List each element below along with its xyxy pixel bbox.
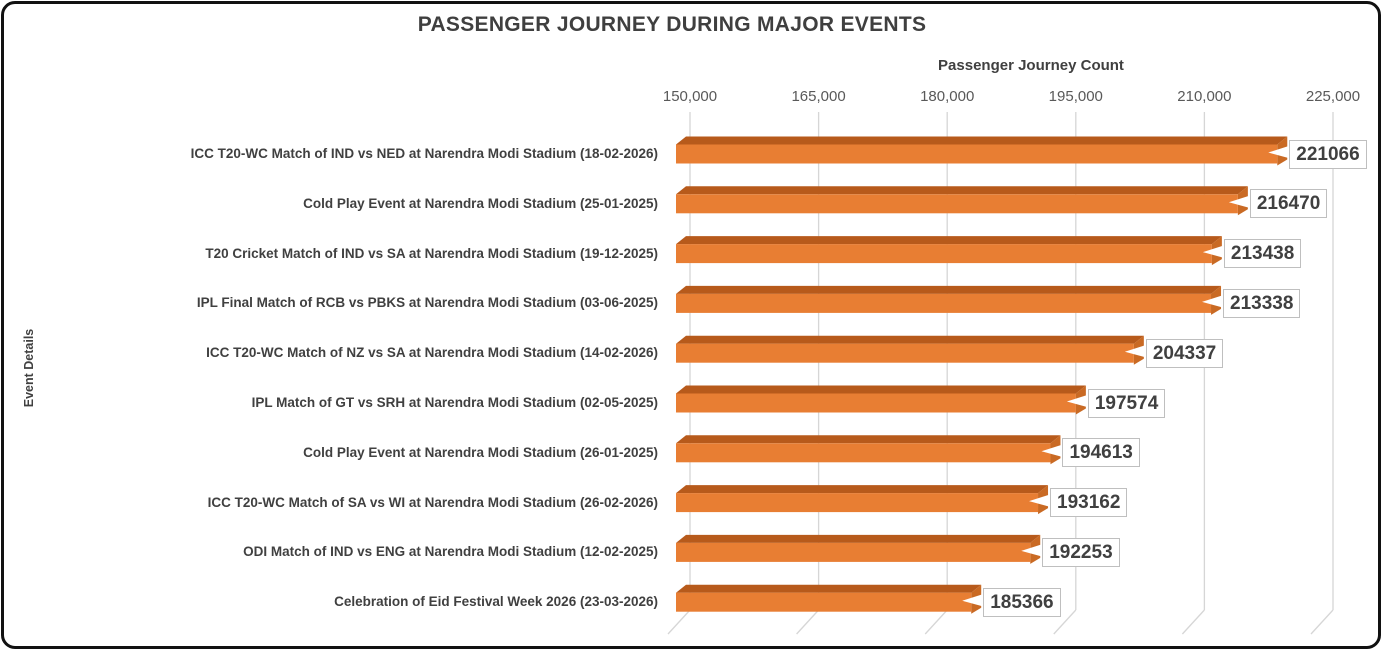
label-callout-wedge [1202, 245, 1225, 259]
value-label: 197574 [1087, 388, 1166, 418]
bar-front-face [676, 194, 1238, 214]
bar-top-face [676, 534, 1041, 543]
bar-front-face [676, 144, 1278, 164]
value-label: 185366 [983, 587, 1061, 617]
label-callout-wedge [1041, 444, 1064, 458]
bar [676, 584, 985, 614]
gridline-floor-foot [1053, 609, 1077, 635]
bar-top-face [676, 485, 1049, 494]
bar-front-face [676, 293, 1212, 313]
x-tick-label: 165,000 [791, 88, 846, 105]
category-label: Cold Play Event at Narendra Modi Stadium… [303, 444, 658, 460]
bar-front-face [676, 343, 1134, 363]
bar [676, 136, 1291, 166]
gridline-floor-foot [1310, 609, 1334, 635]
x-tick-label: 225,000 [1305, 88, 1361, 105]
bar-front-face [676, 244, 1212, 264]
category-label: IPL Match of GT vs SRH at Narendra Modi … [251, 395, 658, 410]
x-tick-label: 150,000 [662, 88, 718, 105]
bar-top-face [676, 435, 1061, 444]
value-label: 192253 [1042, 537, 1120, 567]
x-tick-label: 180,000 [920, 88, 975, 105]
bar [676, 385, 1089, 415]
bar [676, 285, 1225, 315]
category-label: Celebration of Eid Festival Week 2026 (2… [334, 594, 658, 610]
bar-front-face [676, 443, 1051, 463]
label-callout-wedge [1202, 294, 1225, 308]
value-label: 194613 [1062, 438, 1140, 468]
x-tick-label: 195,000 [1048, 88, 1103, 105]
bar [676, 534, 1044, 564]
bar-front-face [676, 393, 1076, 413]
label-callout-wedge [1124, 344, 1147, 358]
bar-top-face [676, 335, 1144, 344]
bar-front-face [676, 592, 972, 612]
category-label: IPL Final Match of RCB vs PBKS at Narend… [196, 295, 658, 311]
gridline-floor-foot [1181, 609, 1205, 635]
bar [676, 435, 1064, 465]
value-label: 213438 [1223, 239, 1302, 269]
bar-front-face [676, 542, 1031, 562]
value-label: 193162 [1050, 488, 1128, 518]
bar-top-face [676, 285, 1222, 294]
category-label: ODI Match of IND vs ENG at Narendra Modi… [243, 544, 658, 560]
category-label: ICC T20-WC Match of SA vs WI at Narendra… [207, 494, 658, 510]
category-label: ICC T20-WC Match of IND vs NED at Narend… [190, 146, 658, 161]
gridline-floor-foot [667, 609, 691, 635]
bar-top-face [676, 186, 1248, 195]
bar [676, 335, 1147, 365]
label-callout-wedge [1228, 195, 1251, 209]
x-axis-title: Passenger Journey Count [938, 57, 1124, 74]
label-callout-wedge [1029, 494, 1052, 508]
value-label: 204337 [1145, 338, 1224, 368]
bar [676, 186, 1251, 216]
bar-front-face [676, 493, 1039, 513]
label-callout-wedge [1021, 543, 1044, 557]
bar-top-face [676, 584, 982, 593]
x-tick-label: 210,000 [1177, 88, 1232, 105]
gridline-floor-foot [796, 609, 820, 635]
bar [676, 236, 1225, 266]
bar-top-face [676, 236, 1222, 245]
value-label: 213338 [1223, 288, 1301, 318]
y-axis-title: Event Details [22, 328, 36, 408]
label-callout-wedge [962, 593, 985, 607]
category-label: T20 Cricket Match of IND vs SA at Narend… [205, 245, 658, 261]
label-callout-wedge [1066, 394, 1089, 408]
category-label: Cold Play Event at Narendra Modi Stadium… [303, 195, 658, 211]
chart-title: PASSENGER JOURNEY DURING MAJOR EVENTS [417, 13, 927, 36]
category-label: ICC T20-WC Match of NZ vs SA at Narendra… [206, 345, 658, 361]
value-label: 221066 [1289, 139, 1367, 169]
bar [676, 485, 1052, 515]
bar-top-face [676, 385, 1086, 394]
value-label: 216470 [1249, 189, 1328, 219]
gridline-floor-foot [924, 609, 948, 635]
bar-top-face [676, 136, 1288, 145]
label-callout-wedge [1268, 145, 1291, 159]
